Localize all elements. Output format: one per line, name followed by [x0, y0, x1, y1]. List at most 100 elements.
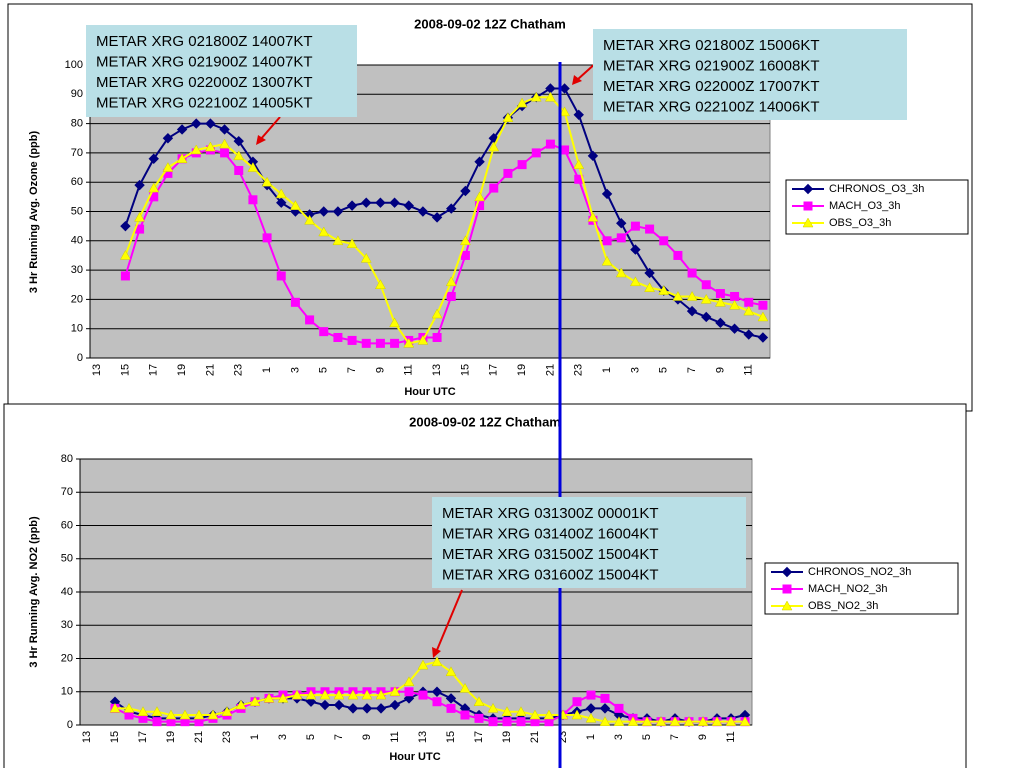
marker — [417, 659, 429, 670]
y-tick-label: 80 — [71, 118, 83, 130]
marker — [586, 690, 596, 700]
marker — [571, 709, 583, 720]
marker — [802, 183, 814, 195]
marker — [474, 713, 484, 723]
marker — [616, 233, 626, 243]
x-axis-label: Hour UTC — [404, 386, 455, 398]
marker — [162, 162, 174, 172]
marker — [474, 156, 485, 167]
y-tick-label: 40 — [71, 235, 83, 247]
y-tick-label: 40 — [61, 586, 73, 598]
marker — [109, 702, 121, 713]
x-tick-label: 19 — [501, 731, 513, 743]
legend-label: MACH_O3_3h — [829, 200, 901, 212]
marker — [543, 709, 555, 720]
marker — [686, 305, 698, 317]
marker — [644, 267, 655, 279]
y-tick-label: 30 — [61, 619, 73, 631]
marker — [432, 697, 442, 707]
marker — [714, 296, 726, 307]
marker — [305, 696, 317, 707]
marker — [275, 188, 287, 199]
x-tick-label: 23 — [221, 731, 233, 743]
x-tick-label: 5 — [305, 734, 317, 740]
marker — [361, 703, 373, 714]
annotation-text: METAR XRG 022100Z 14006KT — [603, 98, 820, 115]
marker — [701, 280, 711, 290]
marker — [630, 221, 640, 231]
marker — [417, 206, 429, 217]
y-tick-label: 60 — [71, 176, 83, 188]
marker — [432, 332, 442, 342]
marker — [374, 279, 386, 289]
y-tick-label: 70 — [61, 486, 73, 498]
series-line — [124, 96, 764, 345]
annotation-text: METAR XRG 031600Z 15004KT — [442, 566, 659, 583]
x-tick-label: 5 — [658, 367, 670, 373]
marker — [119, 249, 131, 260]
marker — [587, 211, 599, 222]
marker — [701, 311, 712, 323]
legend-label: CHRONOS_O3_3h — [829, 183, 924, 195]
x-tick-label: 1 — [261, 367, 273, 373]
x-tick-label: 21 — [204, 364, 216, 376]
marker — [375, 197, 386, 208]
marker — [473, 696, 485, 706]
marker — [190, 144, 202, 155]
x-axis-label: Hour UTC — [389, 751, 440, 763]
marker — [559, 106, 571, 117]
marker — [332, 206, 344, 217]
marker — [207, 709, 219, 720]
marker — [389, 197, 400, 208]
marker — [290, 297, 300, 307]
series-line — [124, 142, 764, 345]
marker — [333, 332, 343, 342]
legend-label: CHRONOS_NO2_3h — [808, 566, 911, 578]
marker — [375, 338, 385, 348]
marker — [176, 153, 188, 164]
marker — [602, 236, 612, 246]
annotation-text: METAR XRG 021900Z 16008KT — [603, 57, 820, 74]
marker — [616, 218, 627, 229]
marker — [347, 703, 359, 714]
marker — [645, 224, 655, 234]
marker — [152, 717, 162, 727]
marker — [489, 183, 499, 193]
marker — [697, 716, 709, 726]
marker — [503, 168, 513, 178]
x-tick-label: 9 — [714, 367, 726, 373]
x-tick-label: 9 — [374, 367, 386, 373]
marker — [431, 656, 443, 667]
x-tick-label: 11 — [403, 364, 415, 375]
x-tick-label: 7 — [686, 367, 698, 373]
arrow — [259, 116, 281, 141]
annotation-box — [593, 29, 907, 120]
marker — [333, 689, 345, 700]
x-tick-label: 15 — [445, 731, 457, 743]
marker — [235, 699, 247, 710]
marker — [700, 293, 712, 304]
marker — [193, 709, 205, 720]
marker — [220, 148, 230, 158]
overlay: METAR XRG 021800Z 14007KT METAR XRG 02190… — [86, 25, 907, 768]
x-tick-label: 21 — [544, 364, 556, 376]
marker — [431, 308, 443, 319]
x-tick-label: 3 — [289, 367, 301, 373]
marker — [123, 702, 135, 713]
marker — [219, 124, 230, 135]
x-tick-label: 19 — [516, 364, 528, 376]
chart-title: 2008-09-02 12Z Chatham — [414, 16, 566, 31]
y-tick-label: 80 — [61, 453, 73, 465]
arrow-head — [256, 135, 266, 145]
marker — [318, 226, 330, 237]
marker — [305, 689, 317, 700]
marker — [729, 299, 741, 310]
arrow-head — [432, 647, 441, 658]
marker — [488, 717, 498, 727]
x-tick-label: 9 — [361, 734, 373, 740]
marker — [615, 267, 627, 278]
y-tick-label: 10 — [71, 323, 83, 335]
marker — [234, 165, 244, 175]
annotation-text: METAR XRG 021800Z 15006KT — [603, 37, 820, 54]
